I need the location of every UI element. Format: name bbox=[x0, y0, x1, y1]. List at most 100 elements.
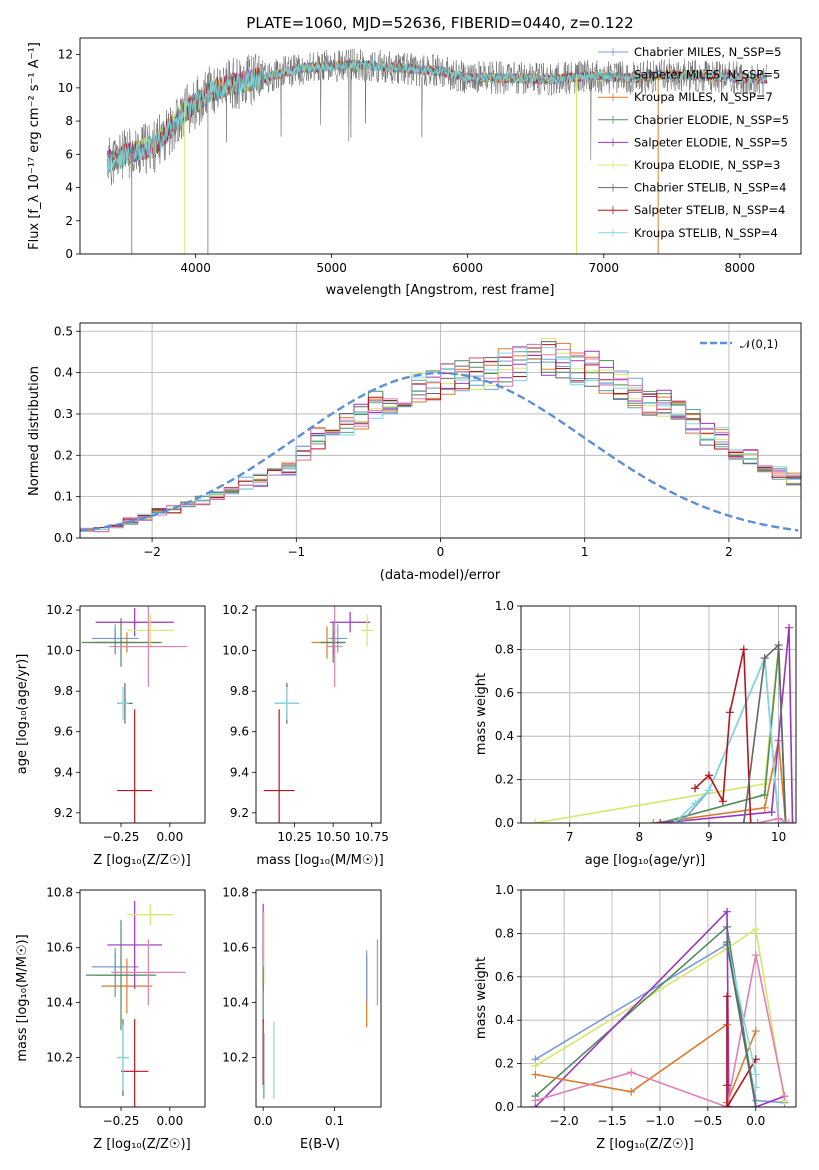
mass-vs-metallicity-panel: Z [log₁₀(Z/Z☉)] mass [log₁₀(M/M☉)] −0.25… bbox=[15, 886, 206, 1152]
y-tick-label: 10.6 bbox=[222, 941, 249, 955]
y-tick-label: 9.4 bbox=[54, 765, 73, 779]
legend-label: Kroupa ELODIE, N_SSP=3 bbox=[634, 158, 780, 172]
plus-marker bbox=[704, 786, 713, 795]
plot-area bbox=[80, 338, 801, 533]
gaussian-curve bbox=[80, 371, 799, 532]
plus-marker bbox=[785, 819, 794, 823]
plus-marker bbox=[751, 951, 760, 960]
mass-weight-line bbox=[534, 909, 785, 1107]
x-tick-label: −2 bbox=[143, 545, 161, 559]
age-vs-metallicity-panel: Z [log₁₀(Z/Z☉)] age [log₁₀(age/yr)] −0.2… bbox=[15, 603, 206, 868]
plus-marker bbox=[649, 819, 658, 823]
mass-weight-vs-age-panel: age [log₁₀(age/yr)] mass weight 7 8 9 10 0.0… bbox=[474, 599, 797, 868]
y-tick-label: 0.1 bbox=[54, 490, 73, 504]
y-tick-label: 8 bbox=[65, 114, 73, 128]
legend-label: Kroupa STELIB, N_SSP=4 bbox=[634, 226, 778, 240]
mass-weight-line bbox=[726, 996, 757, 1107]
plus-marker bbox=[531, 1096, 540, 1105]
x-tick-label: −2.0 bbox=[550, 1114, 579, 1128]
mass-weight-line bbox=[660, 627, 794, 823]
plot-area bbox=[81, 606, 188, 823]
axes-frame bbox=[520, 889, 797, 1108]
plus-marker bbox=[751, 1070, 760, 1079]
x-tick-label: 6000 bbox=[452, 261, 483, 275]
y-tick-label: 10.6 bbox=[46, 941, 73, 955]
y-tick-label: 9.2 bbox=[230, 806, 249, 820]
spectrum-xlabel: wavelength [Angstrom, rest frame] bbox=[326, 283, 555, 298]
x-tick-label: 10.25 bbox=[277, 830, 311, 844]
age-vs-mass-panel: mass [log₁₀(M/M☉)] 10.25 10.50 10.75 9.2 9.4… bbox=[222, 603, 389, 868]
spectrum-model-line bbox=[106, 59, 659, 171]
plus-marker bbox=[751, 1103, 760, 1107]
histogram-xlabel: (data-model)/error bbox=[380, 568, 501, 583]
mass-weight-line bbox=[726, 941, 757, 1107]
x-tick-label: −1.0 bbox=[645, 1114, 674, 1128]
x-tick-label: 8000 bbox=[725, 261, 756, 275]
axes-frame bbox=[79, 322, 802, 539]
plus-marker bbox=[760, 654, 769, 663]
residual-histogram-panel: (data-model)/error Normed distribution −… bbox=[27, 322, 802, 583]
y-tick-label: 4 bbox=[65, 181, 73, 195]
plus-marker bbox=[677, 819, 686, 823]
plot-area bbox=[263, 606, 374, 823]
y-tick-label: 0.4 bbox=[495, 729, 514, 743]
plus-marker bbox=[774, 814, 783, 823]
mass-z-xlabel: Z [log₁₀(Z/Z☉)] bbox=[93, 1137, 190, 1152]
plus-marker bbox=[691, 799, 700, 808]
y-tick-label: 10.2 bbox=[46, 1051, 73, 1065]
y-tick-label: 0.6 bbox=[495, 686, 514, 700]
x-tick-label: −0.5 bbox=[693, 1114, 722, 1128]
mass-weight-line bbox=[534, 645, 787, 823]
plus-marker bbox=[760, 790, 769, 799]
legend-label: Salpeter ELODIE, N_SSP=5 bbox=[634, 135, 788, 149]
weight-age-xlabel: age [log₁₀(age/yr)] bbox=[585, 853, 706, 868]
axes-frame bbox=[255, 889, 382, 1108]
legend-label: Chabrier ELODIE, N_SSP=5 bbox=[634, 113, 789, 127]
y-tick-label: 10.0 bbox=[46, 644, 73, 658]
mass-z-ylabel: mass [log₁₀(M/M☉)] bbox=[15, 934, 30, 1061]
legend-label: Chabrier STELIB, N_SSP=4 bbox=[634, 181, 786, 195]
plus-marker bbox=[723, 938, 732, 947]
spectrum-title: PLATE=1060, MJD=52636, FIBERID=0440, z=0… bbox=[246, 14, 633, 32]
plus-marker bbox=[785, 623, 794, 632]
x-tick-label: 1 bbox=[581, 545, 589, 559]
mass-weight-line bbox=[673, 657, 783, 823]
plus-marker bbox=[780, 1092, 789, 1101]
y-tick-label: 12 bbox=[58, 48, 73, 62]
x-tick-label: 5000 bbox=[316, 261, 347, 275]
age-z-xlabel: Z [log₁₀(Z/Z☉)] bbox=[93, 853, 190, 868]
plus-marker bbox=[718, 797, 727, 806]
mass-weight-line bbox=[743, 643, 787, 823]
plot-area bbox=[530, 623, 796, 823]
y-tick-label: 9.2 bbox=[54, 806, 73, 820]
y-tick-label: 10.2 bbox=[222, 603, 249, 617]
x-tick-label: 7 bbox=[566, 830, 574, 844]
plus-marker bbox=[723, 907, 732, 916]
x-tick-label: −0.25 bbox=[103, 830, 140, 844]
y-tick-label: 0.6 bbox=[495, 970, 514, 984]
x-tick-label: −1.5 bbox=[597, 1114, 626, 1128]
y-tick-label: 1.0 bbox=[495, 599, 514, 613]
age-mass-xlabel: mass [log₁₀(M/M☉)] bbox=[256, 853, 383, 868]
y-tick-label: 0.2 bbox=[495, 773, 514, 787]
x-tick-label: 0.00 bbox=[156, 1114, 183, 1128]
plus-marker bbox=[781, 819, 790, 823]
y-tick-label: 0 bbox=[65, 247, 73, 261]
mass-ebv-xlabel: E(B-V) bbox=[300, 1137, 340, 1152]
legend-label: 𝒩(0,1) bbox=[740, 337, 778, 351]
histogram-step-line bbox=[80, 354, 801, 532]
plus-marker bbox=[530, 819, 539, 823]
x-tick-label: 0.00 bbox=[156, 830, 183, 844]
mass-weight-line bbox=[653, 740, 787, 823]
legend-label: Kroupa MILES, N_SSP=7 bbox=[634, 90, 773, 104]
y-tick-label: 0.0 bbox=[495, 816, 514, 830]
y-tick-label: 1.0 bbox=[495, 883, 514, 897]
mass-weight-line bbox=[694, 649, 752, 823]
spectrum-panel: PLATE=1060, MJD=52636, FIBERID=0440, z=0… bbox=[27, 14, 802, 298]
y-tick-label: 0.3 bbox=[54, 407, 73, 421]
mass-vs-extinction-panel: E(B-V) 0.0 0.1 10.2 10.4 10.6 10.8 bbox=[222, 886, 382, 1152]
x-tick-label: 10 bbox=[771, 830, 786, 844]
y-tick-label: 10.2 bbox=[46, 603, 73, 617]
weight-age-ylabel: mass weight bbox=[474, 673, 489, 755]
